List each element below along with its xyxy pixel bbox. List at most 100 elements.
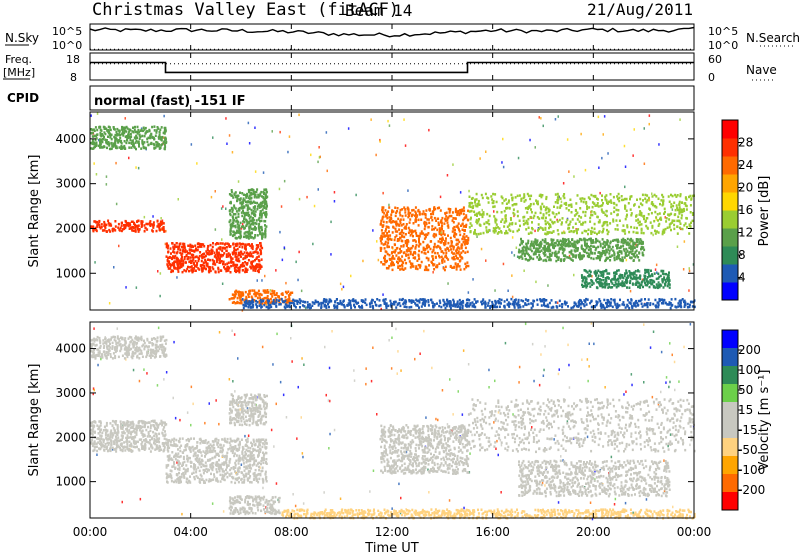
echo-cell [484, 192, 487, 196]
echo-cell [225, 269, 228, 273]
echo-cell [199, 245, 201, 248]
echo-cell [94, 226, 97, 230]
echo-cell [609, 222, 612, 225]
echo-cell [600, 271, 603, 274]
echo-cell [265, 225, 268, 228]
echo-cell [383, 212, 386, 215]
scatter-cell [98, 138, 100, 142]
echo-cell [513, 303, 516, 306]
nsky-tick-low: 10^0 [52, 39, 82, 52]
echo-cell [465, 223, 468, 227]
echo-cell [229, 230, 232, 233]
echo-cell [244, 302, 247, 305]
echo-cell [486, 212, 489, 216]
echo-cell [543, 254, 546, 257]
echo-cell [394, 227, 397, 231]
echo-cell [644, 197, 647, 200]
echo-cell [242, 220, 245, 223]
echo-cell [525, 228, 528, 231]
echo-cell [580, 247, 583, 250]
echo-cell [432, 212, 435, 216]
echo-cell [267, 291, 270, 294]
echo-cell [603, 298, 606, 302]
echo-cell [416, 299, 419, 303]
echo-cell [153, 146, 156, 149]
echo-cell [548, 209, 551, 212]
scatter-cell [282, 393, 285, 397]
echo-cell [520, 249, 523, 253]
echo-cell [411, 244, 414, 248]
echo-cell [536, 216, 539, 219]
echo-cell [394, 214, 397, 218]
echo-cell [544, 250, 546, 253]
echo-cell [388, 257, 391, 261]
echo-cell [254, 228, 257, 231]
echo-cell [527, 218, 530, 221]
echo-cell [404, 302, 407, 305]
echo-cell [678, 220, 681, 223]
echo-cell [168, 263, 171, 266]
echo-cell [191, 255, 194, 258]
echo-cell [370, 300, 373, 303]
scatter-cell [594, 469, 596, 473]
echo-cell [251, 245, 254, 248]
echo-cell [95, 137, 98, 140]
echo-cell [251, 201, 254, 205]
echo-cell [190, 265, 193, 268]
echo-cell [249, 200, 252, 203]
echo-cell [610, 212, 613, 215]
echo-cell [94, 126, 97, 129]
echo-cell [454, 217, 457, 220]
scatter-cell [96, 112, 99, 115]
echo-cell [543, 244, 546, 248]
echo-cell [557, 250, 560, 253]
echo-cell [544, 304, 547, 308]
echo-cell [109, 230, 112, 233]
echo-cell [574, 222, 577, 225]
echo-cell [431, 228, 434, 231]
echo-cell [249, 189, 251, 192]
echo-cell [649, 302, 652, 305]
echo-cell [110, 137, 113, 141]
scatter-cell [446, 174, 449, 177]
echo-cell [157, 127, 160, 130]
echo-cell [236, 296, 239, 300]
echo-cell [96, 225, 99, 228]
echo-cell [670, 205, 673, 209]
echo-cell [608, 283, 611, 286]
echo-cell [438, 230, 441, 234]
echo-cell [688, 232, 691, 235]
echo-cell [668, 279, 671, 282]
echo-cell [335, 305, 338, 309]
echo-cell [630, 256, 633, 259]
echo-cell [629, 281, 631, 285]
echo-cell [424, 216, 427, 219]
echo-cell [251, 299, 254, 303]
echo-cell [632, 259, 635, 262]
echo-cell [609, 259, 612, 262]
echo-cell [255, 257, 258, 261]
echo-cell [265, 200, 268, 204]
echo-cell [626, 224, 629, 227]
scatter-cell [560, 200, 563, 204]
echo-cell [484, 302, 487, 305]
scatter-cell [225, 207, 227, 210]
echo-cell [636, 198, 638, 201]
echo-cell [529, 257, 532, 260]
echo-cell [574, 209, 577, 212]
scatter-cell [427, 468, 429, 471]
echo-cell [383, 257, 386, 261]
echo-cell [104, 138, 107, 141]
echo-cell [427, 257, 430, 260]
echo-cell [618, 304, 621, 307]
scatter-cell [159, 294, 161, 298]
scatter-cell [283, 246, 286, 249]
echo-cell [398, 301, 401, 305]
echo-cell [522, 219, 525, 223]
echo-band-6 [517, 237, 646, 263]
echo-cell [643, 217, 645, 221]
echo-cell [646, 282, 649, 285]
echo-cell [293, 304, 296, 308]
echo-cell [476, 214, 478, 217]
echo-cell [680, 216, 683, 220]
